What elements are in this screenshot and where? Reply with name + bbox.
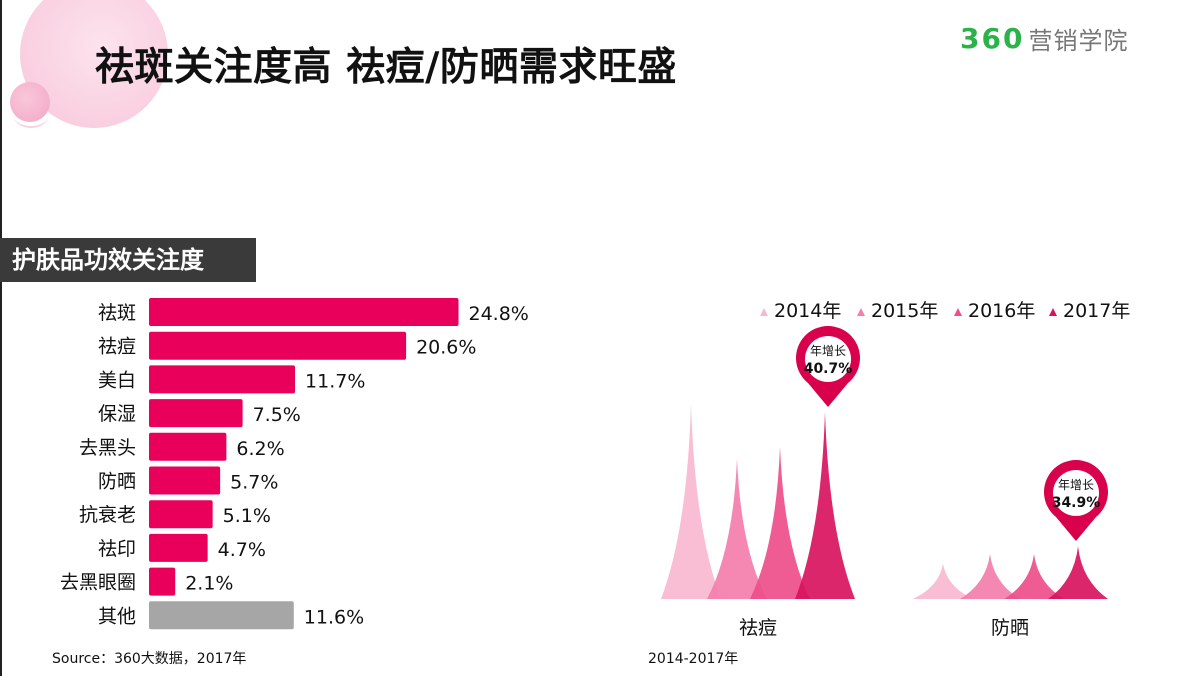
bar-category-label: 保湿 bbox=[98, 403, 136, 425]
growth-pin-label: 年增长 bbox=[1058, 478, 1094, 492]
bar-value-label: 5.1% bbox=[223, 505, 271, 527]
bar-祛印 bbox=[149, 533, 208, 562]
group-label: 祛痘 bbox=[739, 617, 777, 639]
bar-value-label: 4.7% bbox=[218, 539, 266, 561]
page-title: 祛斑关注度高 祛痘/防晒需求旺盛 bbox=[95, 45, 677, 90]
growth-pin-inner bbox=[1053, 470, 1099, 516]
bar-category-label: 去黑头 bbox=[79, 437, 136, 459]
peak-防晒-2014年 bbox=[913, 563, 973, 599]
bar-祛痘 bbox=[149, 331, 407, 360]
bar-value-label: 20.6% bbox=[416, 337, 476, 359]
bar-category-label: 祛印 bbox=[98, 538, 136, 560]
bar-value-label: 7.5% bbox=[253, 404, 301, 426]
peak-防晒-2016年 bbox=[1004, 554, 1064, 599]
brand-text: 营销学院 bbox=[1028, 26, 1129, 55]
bar-value-label: 6.2% bbox=[236, 438, 284, 460]
bar-value-label: 24.8% bbox=[469, 303, 529, 325]
legend-label: 2014年 bbox=[774, 300, 841, 322]
bar-value-label: 11.7% bbox=[305, 370, 365, 392]
bar-抗衰老 bbox=[149, 500, 213, 529]
bar-value-label: 5.7% bbox=[230, 472, 278, 494]
legend-marker-2016年 bbox=[954, 308, 962, 316]
group-label: 防晒 bbox=[991, 617, 1029, 639]
bar-category-label: 祛痘 bbox=[98, 336, 136, 358]
peak-防晒-2015年 bbox=[960, 554, 1020, 599]
peak-防晒-2017年 bbox=[1048, 546, 1108, 599]
peak-祛痘-2016年 bbox=[750, 446, 810, 599]
legend-label: 2015年 bbox=[871, 300, 938, 322]
bar-category-label: 去黑眼圈 bbox=[60, 572, 136, 594]
legend-marker-2017年 bbox=[1049, 308, 1057, 316]
brand-number: 360 bbox=[960, 21, 1025, 55]
bar-保湿 bbox=[149, 399, 243, 428]
bar-category-label: 其他 bbox=[98, 605, 136, 627]
growth-pin-inner bbox=[805, 336, 851, 382]
bar-category-label: 防晒 bbox=[98, 471, 136, 493]
legend-label: 2017年 bbox=[1063, 300, 1130, 322]
bar-category-label: 祛斑 bbox=[98, 302, 136, 324]
bar-防晒 bbox=[149, 466, 221, 495]
bar-去黑眼圈 bbox=[149, 567, 176, 596]
section-tab: 护肤品功效关注度 bbox=[0, 238, 256, 282]
bar-category-label: 美白 bbox=[98, 369, 136, 391]
growth-pin-label: 年增长 bbox=[810, 344, 846, 358]
bar-value-label: 2.1% bbox=[185, 573, 233, 595]
legend-label: 2016年 bbox=[968, 300, 1035, 322]
legend-marker-2014年 bbox=[760, 308, 768, 316]
left-border bbox=[0, 0, 2, 676]
bar-value-label: 11.6% bbox=[304, 606, 364, 628]
bar-去黑头 bbox=[149, 432, 227, 461]
peak-祛痘-2015年 bbox=[707, 458, 767, 599]
bar-其他 bbox=[149, 601, 294, 630]
growth-pin-value: 40.7% bbox=[804, 361, 853, 377]
brand-logo: 360 营销学院 bbox=[960, 20, 1128, 56]
chart-source: Source：360大数据，2017年 bbox=[52, 651, 246, 667]
growth-pin-value: 34.9% bbox=[1052, 495, 1101, 511]
section-label: 护肤品功效关注度 bbox=[12, 246, 204, 274]
bar-美白 bbox=[149, 365, 296, 394]
bar-祛斑 bbox=[149, 298, 459, 326]
peak-祛痘-2014年 bbox=[661, 404, 721, 599]
bar-category-label: 抗衰老 bbox=[79, 504, 136, 526]
peak-祛痘-2017年 bbox=[795, 411, 855, 599]
legend-marker-2015年 bbox=[857, 308, 865, 316]
decor-ring bbox=[14, 104, 48, 128]
chart-period-label: 2014-2017年 bbox=[648, 651, 738, 667]
